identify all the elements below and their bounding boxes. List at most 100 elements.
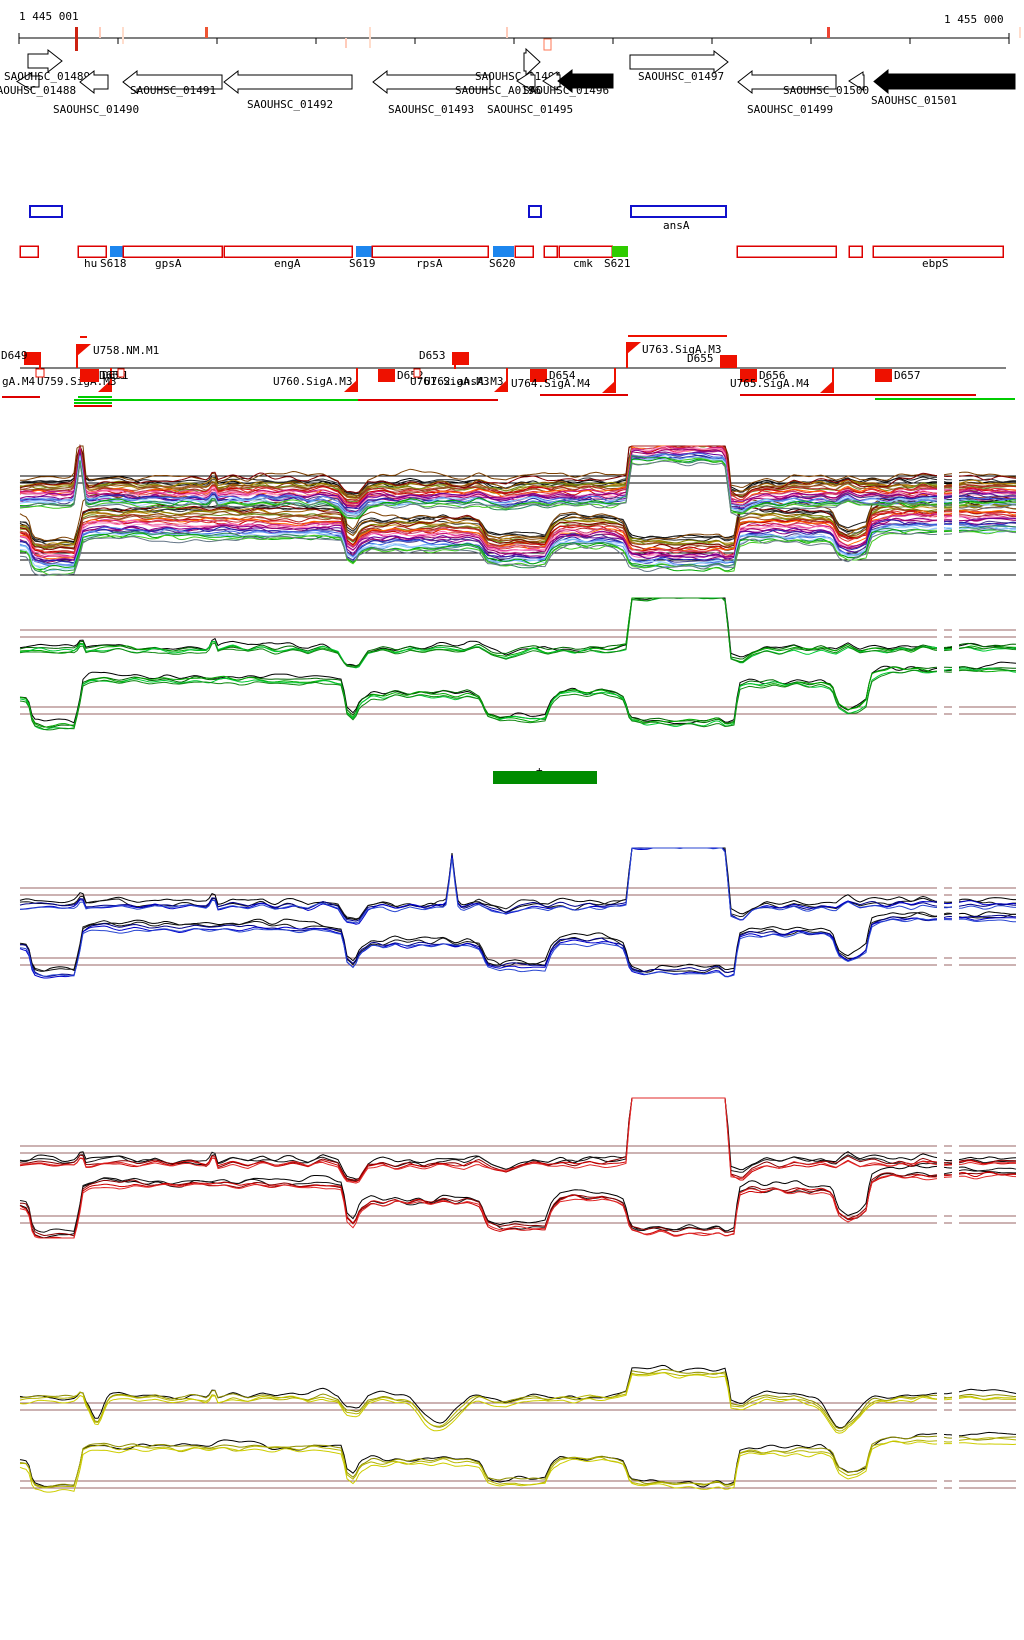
gene-arrow-saouhsc-01494[interactable] [523, 47, 541, 77]
gene-label-saouhsc-01497: SAOUHSC_01497 [638, 70, 724, 83]
gene-model-box-s621[interactable] [612, 246, 628, 257]
gene-model-box-s620[interactable] [493, 246, 514, 257]
gene-arrow-saouhsc-01499[interactable] [737, 69, 837, 95]
gene-model-box-s619[interactable] [356, 246, 372, 257]
gene-model-box[interactable] [19, 245, 39, 258]
flag-icon-u764-siga-m4[interactable] [602, 381, 615, 393]
signal-line-red-upper [19, 1097, 1017, 1183]
signal-line-blue-upper [20, 847, 1017, 924]
gene-arrow-saouhsc-01489[interactable] [27, 48, 63, 74]
gene-model-box[interactable] [736, 245, 837, 258]
gene-model-box-cmk[interactable] [558, 245, 613, 258]
signal-box-d654[interactable] [530, 369, 547, 382]
gene-arrow-saouhsc-01493[interactable] [372, 69, 491, 95]
flag-icon-u762-ansa-m3[interactable] [494, 380, 507, 392]
ruler-mark [827, 27, 830, 38]
flag-icon-u763-siga-m3[interactable] [627, 342, 641, 354]
ruler-mark [543, 38, 552, 51]
signal-box-d657[interactable] [875, 369, 892, 382]
gene-arrow-saouhsc-01495[interactable] [542, 71, 561, 91]
gene-model-label-hu: hu [84, 257, 97, 270]
signal-line-blue-lower [19, 911, 1017, 974]
gene-arrow-saouhsc-a0196[interactable] [516, 71, 536, 91]
ruler-end-label: 1 455 000 [944, 13, 1004, 26]
signal-line-overlay-lower [19, 488, 1017, 543]
gene-model-track: hu S618 gpsA engA S619 rpsA S620 cmk S621 ebpS [19, 245, 1004, 270]
operon-box[interactable] [630, 205, 727, 218]
gene-label-saouhsc-01488: SAOUHSC_01488 [0, 84, 76, 97]
feature-label-u764-siga-m4: U764.SigA.M4 [511, 377, 591, 390]
signal-line-yellow-upper [19, 1372, 1017, 1434]
signal-line-overlay-lower [19, 529, 1017, 576]
gene-arrow-saouhsc-01496[interactable] [557, 68, 614, 94]
gene-model-label-cmk: cmk [573, 257, 593, 270]
gene-model-label-gpsa: gpsA [155, 257, 182, 270]
gene-model-box[interactable] [514, 245, 534, 258]
signal-line-red-upper [19, 1097, 1017, 1180]
gene-arrow-saouhsc-01490[interactable] [79, 69, 109, 95]
gene-model-box-gpsa[interactable] [122, 245, 223, 258]
gene-model-box-enga[interactable] [223, 245, 353, 258]
gene-arrow-saouhsc-01497[interactable] [629, 49, 729, 75]
flag-icon-u759-siga-m3[interactable] [98, 380, 111, 392]
gene-label-saouhsc-01496: SAOUHSC_01496 [523, 84, 609, 97]
operon-box[interactable] [528, 205, 542, 218]
gene-arrow-saouhsc-01501[interactable] [873, 68, 1016, 95]
expression-track-red [19, 1097, 1017, 1239]
evidence-segment-red [74, 405, 112, 407]
signal-box-d650[interactable] [80, 369, 99, 382]
signal-line-yellow-lower [19, 1437, 1017, 1489]
signal-line-overlay-lower [19, 517, 1017, 562]
signal-line-overlay-upper [19, 445, 1017, 498]
signal-box-d649[interactable] [24, 352, 41, 365]
signal-box-d655[interactable] [720, 355, 737, 368]
signal-line-blue-upper [19, 847, 1017, 925]
signal-mini-box [117, 368, 125, 378]
signal-line-red-lower [19, 1174, 1017, 1239]
signal-line-green-upper [19, 597, 1017, 667]
evidence-segment-green [875, 398, 1015, 400]
signal-box-d652[interactable] [378, 369, 395, 382]
gene-arrow-saouhsc-01492[interactable] [223, 69, 353, 95]
flag-icon-u765-siga-m4[interactable] [820, 381, 833, 393]
operon-label-ansa: ansA [663, 219, 690, 232]
gene-model-box[interactable] [848, 245, 863, 258]
gene-model-label-s621: S621 [604, 257, 631, 270]
feature-label-d655: D655 [687, 352, 714, 365]
gene-arrow-saouhsc-01500[interactable] [848, 71, 865, 91]
ruler-mark [506, 27, 508, 38]
evidence-segment-green [74, 399, 358, 401]
feature-label-u761-siga-m3: U761.SigA.M3 [410, 375, 489, 388]
gene-model-box[interactable] [543, 245, 558, 258]
ruler-mark [345, 38, 347, 48]
gene-model-box-ebps[interactable] [872, 245, 1004, 258]
gene-model-box-rpsa[interactable] [371, 245, 489, 258]
signal-line-yellow-lower [19, 1440, 1017, 1493]
annotation-bar[interactable] [493, 771, 597, 784]
signal-line-red-upper [19, 1097, 1016, 1182]
feature-label-u758-nm-m1: U758.NM.M1 [93, 344, 159, 357]
signal-box-d653[interactable] [452, 352, 469, 365]
feature-label-ga-m4: gA.M4 [2, 375, 35, 388]
operon-box[interactable] [29, 205, 63, 218]
gene-arrow-saouhsc-01488[interactable] [16, 72, 40, 91]
feature-label-u765-siga-m4: U765.SigA.M4 [730, 377, 810, 390]
signal-line-overlay-upper [19, 444, 1017, 498]
ruler-mark [205, 27, 208, 38]
signal-line-green-upper [19, 597, 1017, 668]
expression-track-overlay [19, 444, 1017, 577]
signal-line-red-lower [19, 1171, 1017, 1239]
gene-model-box-s618[interactable] [110, 246, 123, 257]
evidence-segment-red [540, 394, 628, 396]
expression-track-blue [19, 847, 1017, 979]
gene-arrow-saouhsc-01491[interactable] [122, 69, 223, 95]
signal-box-d656[interactable] [740, 369, 757, 382]
gene-model-box-hu[interactable] [77, 245, 107, 258]
flag-icon-u760-siga-m3[interactable] [344, 380, 357, 392]
expression-track-green [19, 597, 1017, 731]
feature-label-d656: D656 [759, 369, 786, 382]
flag-icon-u758-nm-m1[interactable] [77, 344, 91, 356]
